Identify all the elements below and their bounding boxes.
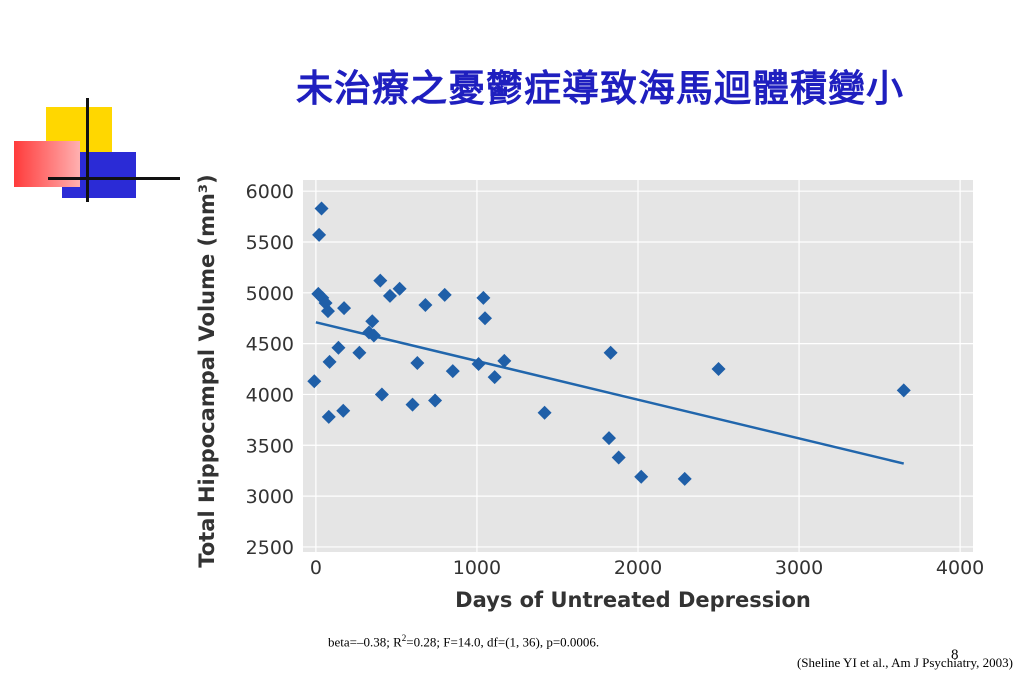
- data-point: [336, 403, 351, 418]
- x-tick-label: 2000: [614, 557, 662, 579]
- data-point: [337, 301, 352, 316]
- x-tick-label: 0: [310, 557, 322, 579]
- y-tick-label: 6000: [246, 181, 294, 203]
- data-point: [314, 201, 329, 216]
- deco-horizontal-line: [48, 177, 180, 180]
- data-point: [537, 405, 552, 420]
- y-tick-label: 5000: [246, 283, 294, 305]
- data-point: [471, 356, 486, 371]
- data-point: [437, 287, 452, 302]
- data-point: [312, 227, 327, 242]
- data-point: [373, 273, 388, 288]
- y-tick-label: 3500: [246, 435, 294, 457]
- stats-sup: 2: [401, 633, 407, 643]
- data-point: [677, 471, 692, 486]
- stats-prefix: beta=–0.38; R: [328, 634, 402, 650]
- y-tick-label: 5500: [246, 232, 294, 254]
- y-axis-label: Total Hippocampal Volume (mm³): [195, 174, 219, 567]
- data-point: [321, 409, 336, 424]
- data-point: [374, 387, 389, 402]
- data-point: [366, 328, 381, 343]
- data-point: [896, 383, 911, 398]
- data-point: [497, 353, 512, 368]
- data-point: [418, 298, 433, 313]
- data-point: [365, 314, 380, 329]
- data-point: [602, 431, 617, 446]
- data-point: [322, 354, 337, 369]
- page-number: 8: [951, 647, 959, 663]
- data-point: [603, 345, 618, 360]
- citation: (Sheline YI et al., Am J Psychiatry, 200…: [796, 655, 1013, 670]
- data-point: [477, 311, 492, 326]
- x-tick-label: 4000: [936, 557, 984, 579]
- decorative-logo: [0, 0, 200, 220]
- data-point: [405, 397, 420, 412]
- data-point: [476, 290, 491, 305]
- y-tick-label: 3000: [246, 486, 294, 508]
- trend-line: [315, 321, 905, 465]
- data-point: [352, 345, 367, 360]
- data-point: [711, 362, 726, 377]
- deco-vertical-line: [86, 98, 89, 202]
- data-point: [307, 374, 322, 389]
- data-point: [331, 340, 346, 355]
- data-point: [382, 288, 397, 303]
- stats-suffix: =0.28; F=14.0, df=(1, 36), p=0.0006.: [406, 634, 600, 650]
- data-point: [634, 469, 649, 484]
- x-tick-label: 3000: [775, 557, 823, 579]
- x-axis-label: Days of Untreated Depression: [455, 588, 811, 612]
- data-point: [410, 355, 425, 370]
- regression-stats: beta=–0.38; R2=0.28; F=14.0, df=(1, 36),…: [328, 633, 599, 650]
- data-point: [487, 370, 502, 385]
- data-point: [428, 393, 443, 408]
- y-tick-label: 4000: [246, 384, 294, 406]
- data-point: [445, 364, 460, 379]
- slide-title: 未治療之憂鬱症導致海馬迴體積變小: [296, 66, 904, 110]
- data-point: [392, 281, 407, 296]
- x-tick-label: 1000: [453, 557, 501, 579]
- data-point: [320, 304, 335, 319]
- y-tick-label: 2500: [246, 537, 294, 559]
- y-tick-label: 4500: [246, 334, 294, 356]
- data-point: [611, 450, 626, 465]
